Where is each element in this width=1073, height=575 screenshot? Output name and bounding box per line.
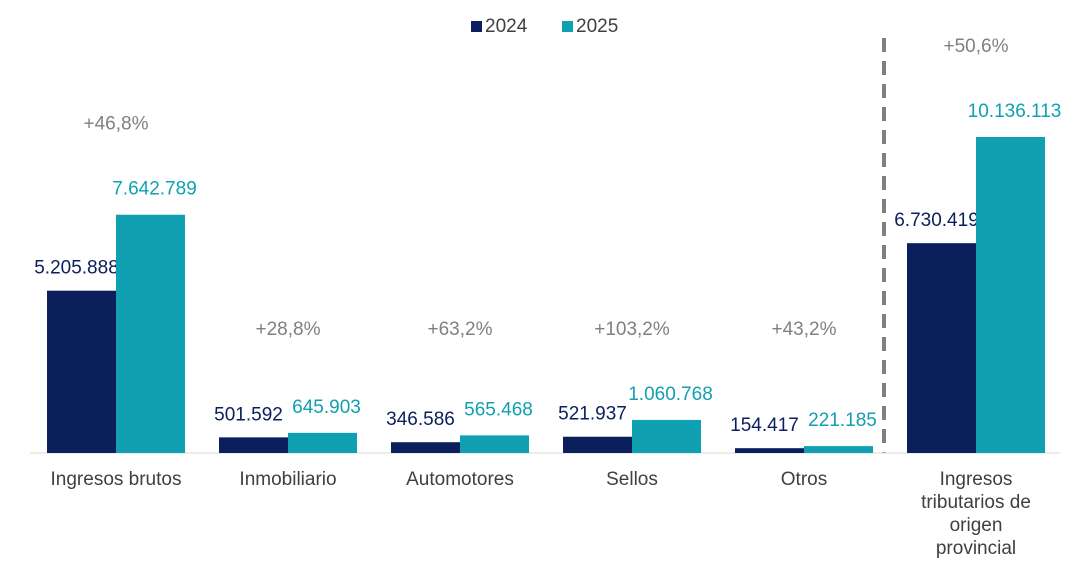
x-tick-label-box: Sellos: [606, 469, 658, 490]
annotation: +28,8%: [256, 319, 321, 340]
bar: [976, 137, 1045, 453]
annotation: +43,2%: [772, 319, 837, 340]
x-tick-label-box: Ingresos tributarios de origen provincia…: [921, 469, 1031, 559]
legend-swatch: [471, 21, 482, 32]
x-tick-label: Otros: [780, 469, 828, 490]
value-label: 5.205.888: [34, 258, 119, 279]
x-tick-label-box: Automotores: [406, 469, 514, 490]
bar: [288, 432, 357, 453]
value-label: 501.592: [214, 404, 283, 425]
x-tick-label: Ingresos brutos: [50, 469, 182, 490]
bar: [460, 435, 529, 453]
annotation: +46,8%: [84, 114, 149, 135]
value-label: 6.730.419: [894, 210, 979, 231]
x-tick-label: Automotores: [406, 469, 514, 490]
bar: [735, 448, 804, 453]
value-label: 10.136.113: [968, 101, 1062, 122]
value-label: 221.185: [808, 410, 877, 431]
bar: [804, 446, 873, 453]
bar: [563, 436, 632, 453]
x-tick-label-box: Ingresos brutos: [50, 469, 182, 490]
bar: [907, 243, 976, 453]
bar: [632, 419, 701, 453]
value-label: 1.060.768: [628, 384, 713, 405]
x-tick-label: Sellos: [606, 469, 658, 490]
value-label: 645.903: [292, 397, 361, 418]
value-label: 521.937: [558, 404, 627, 425]
legend-swatch: [562, 21, 573, 32]
x-tick-label-box: Otros: [780, 469, 828, 490]
value-label: 565.468: [464, 399, 533, 420]
legend-label: 2025: [576, 16, 618, 37]
value-label: 154.417: [730, 415, 799, 436]
value-label: 346.586: [386, 409, 455, 430]
bar: [47, 290, 116, 453]
annotation: +103,2%: [594, 319, 670, 340]
x-tick-label: Inmobiliario: [239, 469, 337, 490]
annotation: +50,6%: [944, 36, 1009, 57]
bar: [116, 214, 185, 453]
value-label: 7.642.789: [112, 179, 197, 200]
bar: [219, 437, 288, 453]
x-tick-label: Ingresos tributarios de origen provincia…: [921, 469, 1031, 559]
bar: [391, 442, 460, 453]
annotation: +63,2%: [428, 319, 493, 340]
legend-label: 2024: [485, 16, 528, 37]
x-tick-label-box: Inmobiliario: [239, 469, 337, 490]
